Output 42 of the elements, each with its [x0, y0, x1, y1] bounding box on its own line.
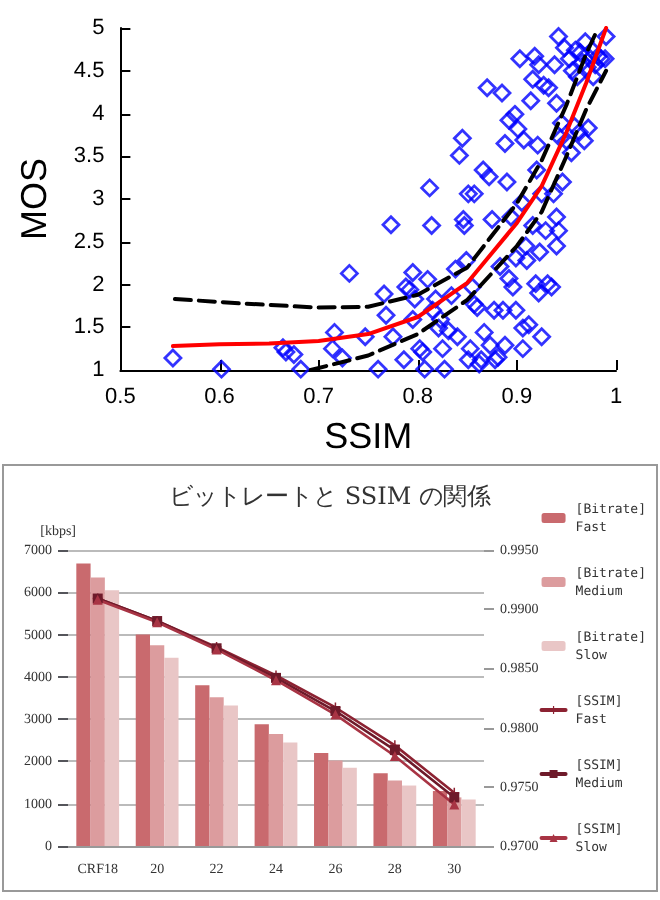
y-tick-label: 1.5 — [73, 315, 105, 340]
bar — [254, 724, 269, 846]
bar — [223, 705, 238, 846]
bar — [373, 773, 388, 846]
y-tick-label: 5 — [92, 16, 105, 40]
y-tick-label: 4 — [92, 101, 105, 126]
bar — [164, 657, 179, 846]
bar — [76, 563, 91, 846]
y-tick-label: 4.5 — [73, 58, 105, 83]
bar — [90, 577, 105, 846]
chart-title: ビットレートと SSIM の関係 — [169, 482, 491, 510]
x-axis-title: SSIM — [324, 416, 413, 456]
bar — [461, 799, 476, 846]
x-tick-label: 1 — [609, 385, 623, 409]
x-tick-label: 0.8 — [402, 385, 434, 409]
bar — [209, 697, 224, 846]
x-tick-label: 0.6 — [204, 385, 235, 409]
x-tick-label: 0.7 — [303, 385, 334, 409]
bar — [314, 752, 329, 846]
bar — [401, 785, 417, 846]
bar — [328, 760, 343, 846]
bar — [195, 685, 210, 846]
bar — [268, 733, 284, 846]
y-tick-label: 2.5 — [73, 229, 105, 254]
bar — [135, 634, 151, 846]
point — [389, 751, 400, 762]
bar — [283, 742, 298, 846]
bar — [104, 590, 120, 846]
y-tick-label: 2 — [92, 272, 105, 297]
y-tick-label: 3.5 — [73, 144, 105, 169]
y-tick-label: 3 — [92, 187, 105, 211]
bar — [150, 645, 165, 846]
bar — [342, 767, 357, 846]
point — [389, 745, 400, 756]
x-tick-label: 0.5 — [105, 385, 136, 409]
point — [449, 799, 460, 810]
y-tick-label: 1 — [92, 358, 105, 382]
x-tick-label: 0.9 — [501, 385, 533, 409]
bar — [432, 791, 448, 846]
point — [449, 792, 460, 803]
y-axis-title: MOS — [14, 157, 54, 241]
bar — [387, 780, 402, 846]
